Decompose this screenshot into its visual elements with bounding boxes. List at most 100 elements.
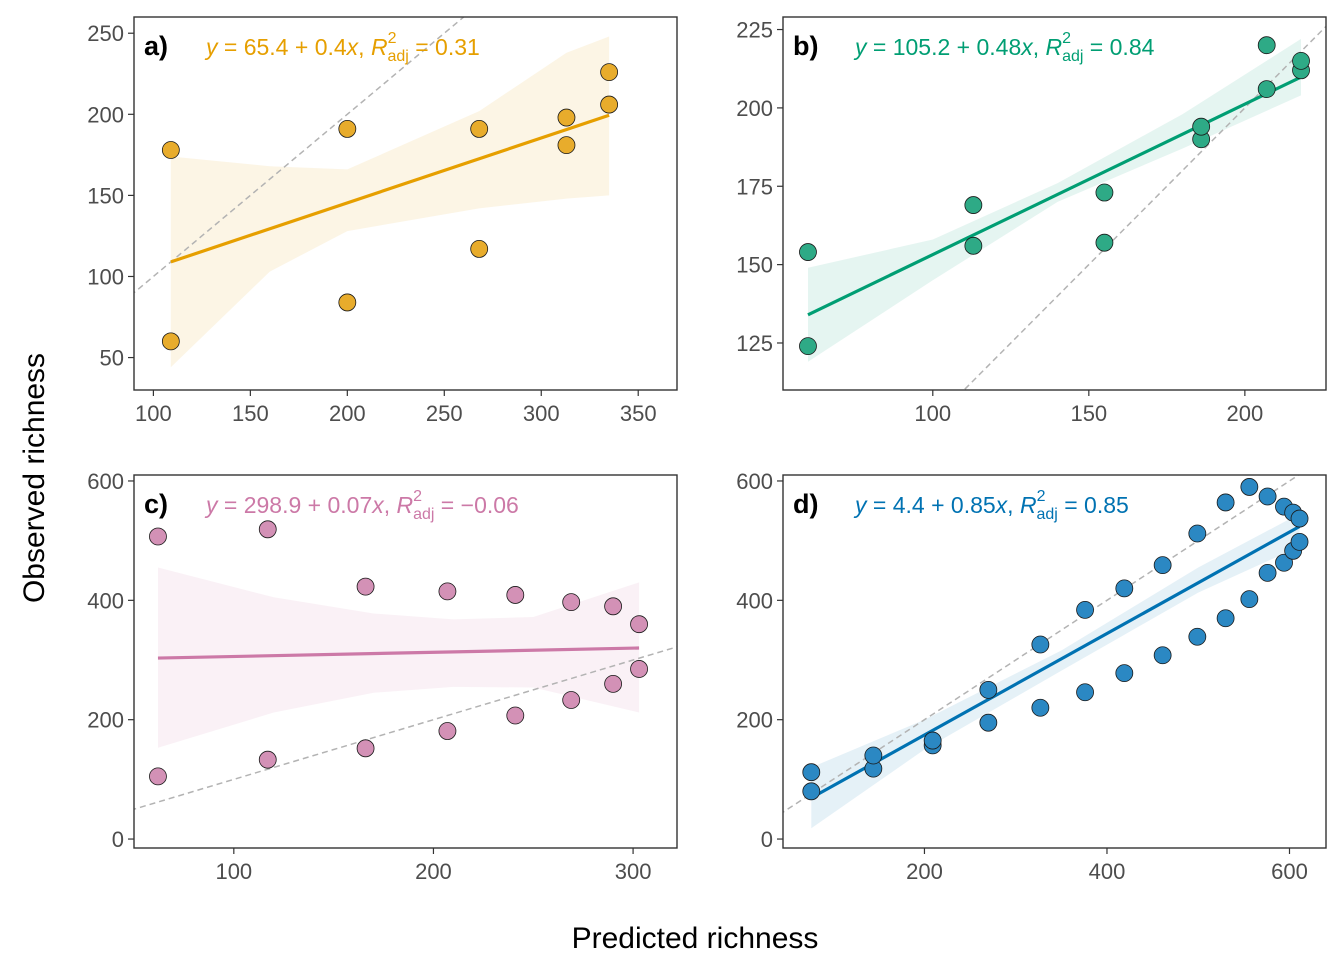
point-c-11 [562,593,581,612]
y-tick-label-a: 50 [100,346,124,371]
y-tick-label-b: 150 [736,253,773,278]
equation-a: y = 65.4 + 0.4x, R2 adj = 0.31 [204,30,480,65]
panel-label-a: a) [144,31,168,61]
panel-d: 200 400 600 0 200 400 600 d) y = 4.4 + 0.85x, R2… [736,469,1327,884]
point-b-5 [1095,183,1114,202]
y-tick-label-d: 0 [761,827,773,852]
y-tick-label-d: 600 [736,469,773,494]
point-d-11 [1076,600,1094,619]
x-tick-label-a: 250 [426,401,463,426]
plot-area-b [799,25,1326,390]
x-tick-label-a: 350 [620,401,657,426]
equation-b: y = 105.2 + 0.48x, R2 adj = 0.84 [853,30,1155,65]
point-b-4 [1095,233,1114,252]
point-b-2 [964,236,983,255]
point-d-28 [1290,532,1309,551]
x-tick-label-c: 300 [615,859,652,884]
point-a-5 [470,119,489,138]
point-d-16 [1188,627,1207,646]
point-a-9 [600,63,619,82]
point-c-12 [604,674,623,693]
x-tick-label-a: 150 [232,401,269,426]
point-b-0 [799,337,817,356]
point-d-21 [1240,478,1259,496]
point-d-6 [979,713,998,732]
point-a-0 [161,332,180,351]
point-d-18 [1216,609,1235,628]
panel-border-d [782,474,1327,849]
point-c-9 [506,586,525,604]
equation-c: y = 298.9 + 0.07x, R2 adj = −0.06 [204,488,519,523]
y-tick-label-c: 200 [87,708,124,733]
confidence-band-d [811,513,1300,829]
point-d-9 [1031,635,1050,654]
point-a-3 [338,119,357,138]
panel-b: 100 150 200 125 150 175 200 225 b) y = 105.2 + 0.… [736,16,1327,426]
identity-line-b [962,25,1326,390]
point-b-1 [799,243,817,261]
point-d-12 [1115,664,1134,683]
regression-line-a [170,113,610,264]
point-a-2 [338,293,357,312]
point-c-7 [438,582,457,601]
point-c-6 [438,722,457,740]
y-tick-label-b: 175 [736,174,773,199]
panel-border-b [782,16,1327,391]
point-c-0 [149,767,167,786]
y-tick-label-c: 0 [112,827,124,852]
point-a-8 [600,95,619,114]
x-tick-label-d: 600 [1271,859,1308,884]
x-tick-label-d: 400 [1089,859,1126,884]
equation-d: y = 4.4 + 0.85x, R2 adj = 0.85 [853,488,1129,523]
plot-area-c [134,520,677,810]
point-d-13 [1115,579,1134,598]
x-tick-label-b: 100 [914,401,951,426]
point-c-2 [258,750,277,769]
point-b-9 [1257,36,1276,55]
x-axis-title: Predicted richness [572,922,819,955]
panel-label-b: b) [793,31,818,61]
x-tick-label-c: 100 [215,859,252,884]
point-d-23 [1258,487,1277,506]
point-d-14 [1153,646,1172,665]
x-tick-label-d: 200 [906,859,943,884]
point-d-8 [1031,698,1050,717]
y-tick-label-d: 400 [736,588,773,613]
confidence-band-c [158,567,640,748]
point-d-17 [1188,524,1207,543]
point-c-13 [604,597,623,616]
point-c-1 [149,527,167,546]
point-d-10 [1076,683,1094,702]
point-a-6 [557,136,576,155]
y-tick-label-a: 250 [87,21,124,46]
panel-border-a [133,16,678,391]
x-tick-label-a: 100 [135,401,172,426]
panel-a: 100 150 200 250 300 350 50 100 150 200 250 a) y = 65… [87,16,678,426]
y-tick-label-a: 200 [87,102,124,127]
point-d-24 [1275,553,1293,572]
y-axis-title: Observed richness [18,353,51,603]
point-d-1 [802,763,821,782]
confidence-band-a [170,36,610,368]
point-d-5 [923,731,942,750]
panel-label-d: d) [793,489,818,519]
point-c-3 [258,520,277,539]
regression-line-b [807,75,1302,317]
x-tick-label-c: 200 [415,859,452,884]
plot-area-a [134,17,619,368]
point-d-22 [1258,563,1277,582]
panel-c: 100 200 300 0 200 400 600 c) y = 298.9 + 0.07x, … [87,469,678,884]
y-tick-label-b: 125 [736,331,773,356]
regression-line-d [810,525,1301,800]
point-c-8 [506,706,525,725]
x-tick-label-b: 150 [1070,401,1107,426]
confidence-band-b [808,38,1301,362]
point-d-15 [1153,556,1172,575]
x-tick-label-a: 300 [523,401,560,426]
y-tick-label-c: 400 [87,588,124,613]
point-d-29 [1290,509,1309,528]
y-tick-label-c: 600 [87,469,124,494]
point-a-7 [557,108,576,127]
y-tick-label-b: 200 [736,96,773,121]
